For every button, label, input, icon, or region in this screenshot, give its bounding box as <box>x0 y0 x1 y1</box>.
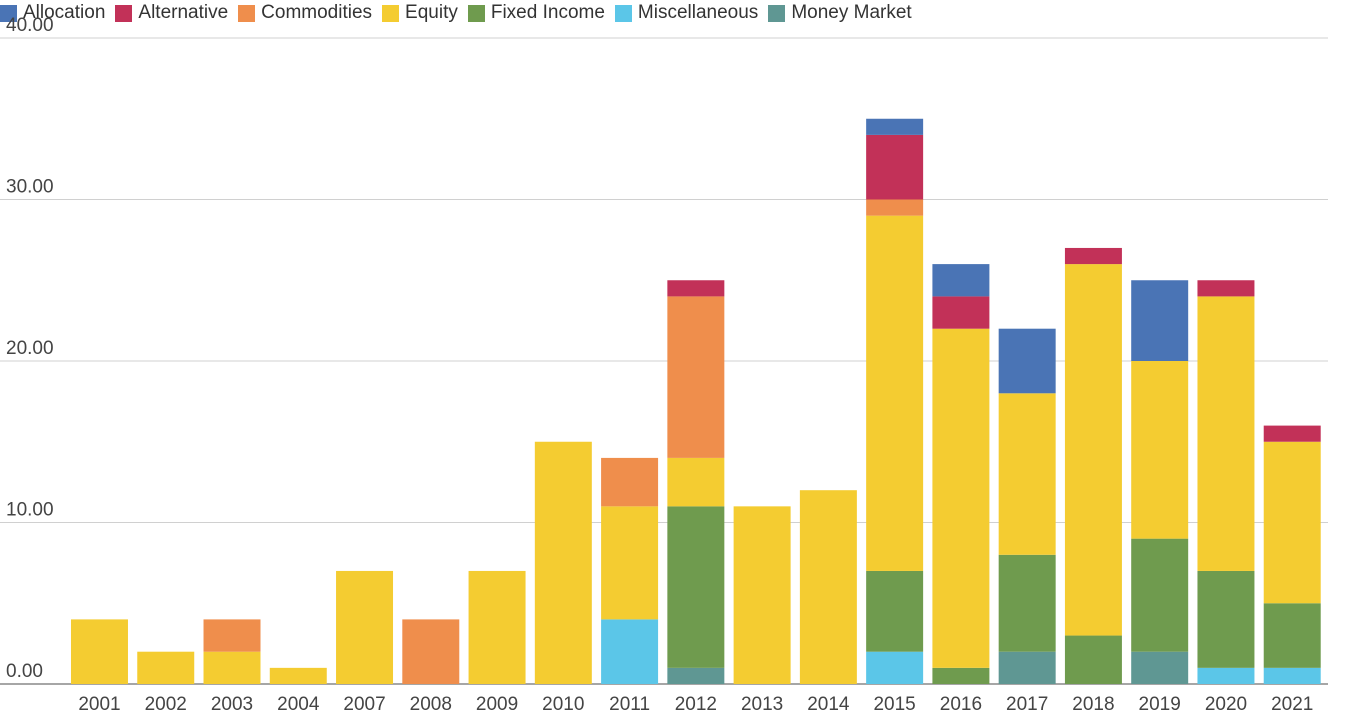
x-tick-label: 2011 <box>609 694 650 715</box>
legend-swatch <box>467 4 485 22</box>
x-tick-label: 2004 <box>277 694 320 715</box>
bar-segment-equity-2001 <box>70 619 128 684</box>
bar-segment-fixed-income-2018 <box>1064 635 1122 684</box>
bar-segment-allocation-2019 <box>1131 280 1189 361</box>
bar-segment-fixed-income-2016 <box>932 667 990 684</box>
bar-segment-alternative-2015 <box>866 134 924 200</box>
legend-swatch <box>115 4 133 22</box>
bar-segment-equity-2015 <box>866 215 924 571</box>
legend-swatch <box>614 4 632 22</box>
bar-segment-miscellaneous-2021 <box>1263 667 1321 684</box>
bar-segment-fixed-income-2020 <box>1197 570 1255 668</box>
legend-swatch <box>768 4 786 22</box>
legend-label: Money Market <box>791 2 912 23</box>
legend-swatch <box>238 4 256 22</box>
x-tick-label: 2008 <box>410 694 452 715</box>
legend-item-commodities: Commodities <box>238 2 372 24</box>
x-tick-label: 2012 <box>675 694 717 715</box>
bar-segment-fixed-income-2015 <box>866 570 924 652</box>
bar-segment-alternative-2018 <box>1064 247 1122 265</box>
bar-segment-equity-2009 <box>468 570 526 684</box>
bar-segment-commodities-2008 <box>402 619 460 684</box>
bar-segment-equity-2012 <box>667 457 725 507</box>
bar-segment-fixed-income-2012 <box>667 506 725 668</box>
bar-segment-miscellaneous-2020 <box>1197 667 1255 684</box>
bar-segment-equity-2020 <box>1197 296 1255 571</box>
bar-segment-alternative-2021 <box>1263 425 1321 442</box>
x-tick-label: 2018 <box>1072 694 1114 715</box>
grid-lines <box>0 37 1328 685</box>
x-tick-label: 2019 <box>1139 694 1181 715</box>
bar-segment-alternative-2016 <box>932 296 990 329</box>
x-tick-label: 2016 <box>940 694 982 715</box>
bar-segment-fixed-income-2019 <box>1131 538 1189 652</box>
bar-segment-alternative-2020 <box>1197 280 1255 297</box>
bar-segment-money-market-2019 <box>1131 651 1189 684</box>
bar-segment-equity-2016 <box>932 328 990 668</box>
bar-segment-equity-2002 <box>137 651 195 684</box>
axes: 0.00 10.00 20.00 30.00 40.00 2001 2002 2003 2004… <box>6 15 1313 715</box>
bar-segment-equity-2010 <box>534 441 592 684</box>
legend-label: Fixed Income <box>490 2 605 23</box>
legend-item-fixed-income: Fixed Income <box>467 2 605 24</box>
bar-segment-equity-2007 <box>336 570 394 684</box>
y-tick-label: 40.00 <box>6 15 54 36</box>
bar-segment-equity-2021 <box>1263 441 1321 604</box>
legend-label: Commodities <box>261 2 373 23</box>
legend-item-equity: Equity <box>382 2 458 24</box>
legend-label: Allocation <box>23 2 106 23</box>
x-tick-label: 2014 <box>807 694 850 715</box>
y-tick-label: 0.00 <box>6 661 43 682</box>
legend-label: Alternative <box>138 2 229 23</box>
x-tick-label: 2010 <box>542 694 584 715</box>
bar-segment-equity-2013 <box>733 506 791 684</box>
bar-segment-money-market-2017 <box>998 651 1056 684</box>
chart-legend: Allocation Alternative Commodities Equity Fi… <box>0 0 922 26</box>
bar-segment-fixed-income-2017 <box>998 554 1056 652</box>
legend-swatch <box>382 4 400 22</box>
bar-segment-allocation-2015 <box>866 118 924 135</box>
bar-segment-equity-2017 <box>998 393 1056 555</box>
bar-segment-money-market-2012 <box>667 667 725 684</box>
bar-segment-commodities-2011 <box>601 457 659 507</box>
bar-segment-equity-2011 <box>601 506 659 620</box>
legend-item-miscellaneous: Miscellaneous <box>614 2 759 24</box>
bar-segment-miscellaneous-2011 <box>601 619 659 684</box>
legend-label: Miscellaneous <box>637 2 759 23</box>
legend-item-money-market: Money Market <box>768 2 912 24</box>
bar-segment-miscellaneous-2015 <box>866 651 924 684</box>
bar-segment-equity-2004 <box>269 667 327 684</box>
bar-segment-equity-2018 <box>1064 264 1122 636</box>
x-tick-label: 2001 <box>78 694 120 715</box>
x-tick-label: 2020 <box>1205 694 1247 715</box>
x-tick-label: 2002 <box>145 694 187 715</box>
bar-segment-equity-2019 <box>1131 361 1189 539</box>
bar-segment-equity-2014 <box>799 490 857 684</box>
legend-swatch <box>0 4 17 22</box>
x-tick-label: 2015 <box>873 694 915 715</box>
bar-segment-allocation-2016 <box>932 264 990 297</box>
bar-segment-commodities-2015 <box>866 199 924 216</box>
bar-segment-alternative-2012 <box>667 280 725 297</box>
bar-segment-equity-2003 <box>203 651 261 684</box>
legend-item-allocation: Allocation <box>0 2 105 24</box>
bar-segment-commodities-2003 <box>203 619 261 652</box>
y-tick-label: 10.00 <box>6 500 54 521</box>
bar-segment-allocation-2017 <box>998 328 1056 394</box>
y-tick-label: 30.00 <box>6 177 54 198</box>
bar-segment-commodities-2012 <box>667 296 725 458</box>
legend-item-alternative: Alternative <box>115 2 228 24</box>
legend-label: Equity <box>405 2 458 23</box>
x-tick-label: 2009 <box>476 694 518 715</box>
y-tick-label: 20.00 <box>6 338 54 359</box>
bar-segment-fixed-income-2021 <box>1263 603 1321 668</box>
x-tick-label: 2021 <box>1271 694 1313 715</box>
x-tick-label: 2007 <box>343 694 385 715</box>
bars <box>70 118 1321 684</box>
x-tick-label: 2003 <box>211 694 253 715</box>
x-tick-label: 2013 <box>741 694 783 715</box>
x-tick-label: 2017 <box>1006 694 1048 715</box>
